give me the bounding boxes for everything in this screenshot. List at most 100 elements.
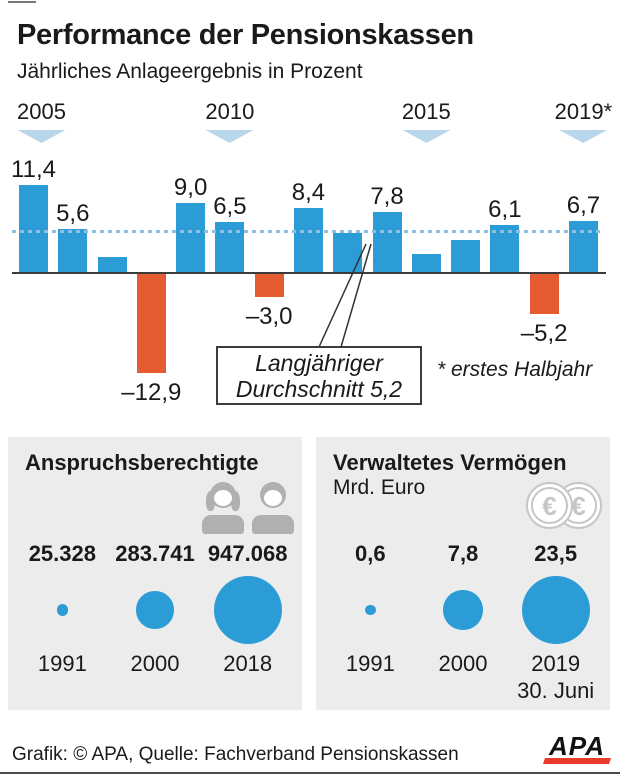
bubble: [364, 604, 376, 616]
year-label: 2005: [17, 99, 66, 124]
bar-value-label: –5,2: [520, 319, 568, 347]
bubble-year: 1991: [345, 651, 395, 676]
bubble-circle-box: [443, 572, 483, 648]
bubble-column: 23,5 2019 30. Juni: [509, 541, 602, 704]
panel-beneficiaries: Anspruchsberechtigte 25.328 1991 283.741 20…: [8, 437, 302, 710]
bubble: [56, 604, 68, 616]
bubble-column: 283.741 2000: [109, 541, 202, 677]
bubble-year-sub: 30. Juni: [517, 678, 595, 703]
bubble-column: 7,8 2000: [417, 541, 510, 704]
bubble-year: 1991: [37, 651, 87, 676]
average-line: [12, 230, 604, 234]
year-label: 2019*: [554, 99, 613, 124]
timeline-marker-2019: 2019*: [554, 99, 613, 143]
bar-2009: [176, 203, 206, 272]
timeline-marker-2010: 2010: [205, 99, 254, 143]
bar-value-label: 7,8: [370, 183, 404, 211]
source-credit: Grafik: © APA, Quelle: Fachverband Pensi…: [12, 744, 459, 765]
average-callout-line1: Langjähriger: [255, 349, 383, 376]
bar-value-label: 8,4: [291, 178, 326, 206]
bubble-value: 25.328: [28, 541, 96, 566]
triangle-down-icon: [559, 130, 608, 143]
bubble: [521, 576, 590, 644]
bar-value-label: 11,4: [11, 155, 56, 183]
bar-2015: [411, 254, 441, 272]
woman-icon: [202, 482, 244, 534]
bar-2006: [58, 229, 88, 272]
year-label: 2015: [401, 99, 451, 124]
triangle-down-icon: [17, 130, 66, 143]
triangle-down-icon: [402, 130, 451, 143]
timeline-marker-2015: 2015: [402, 99, 451, 143]
bubble-circle-box: [521, 572, 590, 648]
bar-2008: [136, 274, 166, 373]
man-body: [252, 515, 294, 534]
panel-beneficiaries-title: Anspruchsberechtigte: [25, 450, 259, 475]
x-axis-line: [12, 272, 606, 274]
average-callout-line2: Durchschnitt 5,2: [235, 375, 403, 402]
man-icon: [252, 482, 294, 534]
bubble: [213, 576, 282, 644]
bar-value-label: 6,7: [566, 191, 601, 219]
bubble-column: 947.068 2018: [201, 541, 294, 677]
bar-2019: [568, 220, 598, 272]
bubble-value: 0,6: [355, 541, 386, 566]
page-title: Performance der Pensionskassen: [17, 19, 474, 51]
bar-value-label: –12,9: [121, 378, 182, 406]
bar-2012: [293, 207, 323, 272]
bubble-year: 2019: [531, 651, 581, 676]
bar-2011: [254, 274, 284, 297]
panel-assets-title: Verwaltetes Vermögen: [333, 450, 567, 475]
panel-assets-unit: Mrd. Euro: [333, 476, 426, 499]
bar-2016: [451, 239, 481, 272]
bar-2018: [529, 274, 559, 314]
man-face: [264, 490, 282, 506]
bubble-value: 23,5: [534, 541, 578, 566]
bar-value-label: 6,1: [488, 196, 522, 224]
euro-symbol: €: [542, 490, 557, 521]
bubble-year: 2000: [130, 651, 180, 676]
woman-body: [202, 515, 244, 534]
apa-logo: APA: [543, 731, 611, 764]
bubble-circle-box: [136, 572, 174, 648]
bubble-year: 2018: [223, 651, 273, 676]
woman-hair-right: [231, 491, 240, 511]
bubble-column: 25.328 1991: [16, 541, 109, 677]
bar-2013: [333, 232, 363, 272]
year-label: 2010: [205, 99, 255, 124]
bar-value-label: 6,5: [213, 193, 247, 221]
page-subtitle: Jährliches Anlageergebnis in Prozent: [17, 60, 363, 83]
bubble-value: 283.741: [115, 541, 195, 566]
annual-returns-bar-chart: 11,4 5,6 –12,9 9,0 6,5 –3,0 8,4 7,8 6,1 –5,2 6,7: [0, 150, 620, 430]
apa-logo-text: APA: [549, 731, 605, 761]
bar-2005: [19, 184, 48, 272]
bubble-circle-box: [213, 572, 282, 648]
bubble-year: 2000: [438, 651, 488, 676]
assets-bubble-chart: 0,6 1991 7,8 2000 23,5 2019 30. Juni: [324, 541, 602, 704]
bar-2007: [97, 256, 127, 272]
bubble-circle-box: [364, 572, 376, 648]
top-crop-mark: [8, 1, 36, 3]
bubble-column: 0,6 1991: [324, 541, 417, 704]
apa-logo-red-bar: [543, 758, 611, 764]
beneficiaries-bubble-chart: 25.328 1991 283.741 2000 947.068 2018: [16, 541, 294, 677]
bar-value-label: 5,6: [56, 200, 90, 228]
bubble-value: 7,8: [447, 541, 479, 566]
triangle-down-icon: [205, 130, 254, 143]
woman-face: [214, 490, 232, 506]
euro-coin-front: €: [526, 482, 573, 529]
euro-coins-icon: € €: [526, 481, 602, 531]
bubble: [136, 591, 174, 629]
bar-value-label: –3,0: [245, 302, 293, 330]
bar-value-label: 9,0: [173, 174, 208, 202]
bottom-rule: [0, 772, 620, 774]
euro-symbol: €: [571, 490, 586, 521]
bubble: [443, 590, 483, 630]
bubble-value: 947.068: [207, 541, 288, 566]
footnote: * erstes Halbjahr: [437, 358, 593, 381]
people-icon: [202, 482, 294, 534]
average-callout-box: Langjähriger Durchschnitt 5,2: [216, 346, 422, 405]
bar-2014: [372, 212, 402, 272]
panel-assets: Verwaltetes Vermögen Mrd. Euro € € 0,6 19…: [316, 437, 610, 710]
